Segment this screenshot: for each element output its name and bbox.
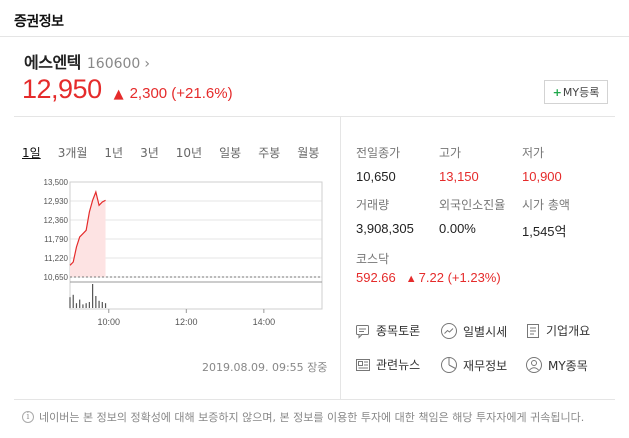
link-discussion-label: 종목토론	[376, 324, 421, 338]
link-discussion[interactable]: 종목토론	[355, 322, 420, 339]
market-cap-label: 시가 총액	[522, 198, 570, 212]
tab-period-3m[interactable]: 3개월	[57, 146, 88, 160]
volume-value: 3,908,305	[356, 221, 414, 236]
price-change: 2,300 (+21.6%)	[129, 85, 233, 102]
stock-name[interactable]: 에스엔텍	[24, 53, 81, 72]
x-tick-label: 10:00	[98, 317, 121, 327]
disclaimer: i 네이버는 본 정보의 정확성에 대해 보증하지 않으며, 본 정보를 이용한…	[22, 409, 584, 425]
discussion-icon	[356, 324, 369, 339]
volume-bar	[92, 284, 94, 308]
period-tabs: 1일 3개월 1년 3년 10년 일봉 주봉 월봉	[22, 144, 336, 161]
volume-bar	[104, 303, 107, 308]
low-label: 저가	[522, 146, 545, 160]
up-triangle-icon: ▲	[113, 87, 124, 102]
prev-close-label: 전일종가	[356, 146, 401, 160]
y-tick-label: 10,650	[44, 273, 69, 282]
stock-name-link[interactable]: 에스엔텍 160600 ›	[24, 49, 150, 73]
price-area	[70, 192, 106, 277]
volume-bar	[69, 297, 71, 308]
link-company-overview-label: 기업개요	[546, 324, 591, 338]
volume-label: 거래량	[356, 198, 390, 212]
trend-icon	[441, 323, 457, 339]
y-tick-label: 12,360	[44, 216, 69, 225]
low-value: 10,900	[522, 169, 562, 184]
volume-bar	[72, 294, 74, 308]
pie-icon	[441, 357, 457, 373]
volume-bar	[98, 300, 100, 308]
volume-bar	[101, 302, 103, 308]
up-triangle-icon: ▲	[405, 273, 417, 285]
info-high: 고가 13,150	[439, 144, 539, 184]
link-daily-prices[interactable]: 일별시세	[440, 322, 507, 340]
price-row: 12,950 ▲ 2,300 (+21.6%)	[22, 74, 233, 105]
tab-period-daily[interactable]: 일봉	[219, 146, 242, 160]
person-icon	[526, 357, 542, 373]
my-register-label: MY등록	[562, 86, 600, 99]
header-divider	[14, 116, 615, 117]
volume-bar	[82, 304, 84, 308]
news-icon	[356, 358, 370, 371]
link-related-news[interactable]: 관련뉴스	[355, 356, 420, 373]
info-icon: i	[22, 411, 34, 423]
link-financials[interactable]: 재무정보	[440, 356, 507, 374]
y-axis-labels: 13,500 12,930 12,360 11,790 11,220 10,650	[44, 178, 69, 282]
link-my-stocks[interactable]: MY종목	[525, 356, 588, 374]
chart-frame	[69, 181, 323, 310]
info-prev-close: 전일종가 10,650	[356, 144, 456, 184]
link-related-news-label: 관련뉴스	[376, 358, 421, 372]
chevron-right-icon[interactable]: ›	[144, 56, 150, 72]
title-divider	[0, 36, 629, 37]
info-foreign-ratio: 외국인소진율 0.00%	[439, 196, 539, 236]
volume-bar	[79, 299, 81, 308]
y-tick-label: 13,500	[44, 178, 69, 187]
tab-period-1y[interactable]: 1년	[104, 146, 124, 160]
info-market-cap: 시가 총액 1,545억	[522, 196, 622, 240]
tab-period-1d[interactable]: 1일	[22, 146, 41, 160]
index-row: 592.66 ▲ 7.22 (+1.23%)	[356, 270, 501, 285]
tab-period-weekly[interactable]: 주봉	[258, 146, 281, 160]
market-cap-value: 1,545억	[522, 224, 567, 239]
high-label: 고가	[439, 146, 462, 160]
my-register-button[interactable]: + MY등록	[544, 80, 608, 104]
link-my-stocks-label: MY종목	[548, 358, 588, 373]
link-company-overview[interactable]: 기업개요	[525, 322, 590, 339]
y-tick-label: 11,220	[44, 254, 68, 263]
section-title: 증권정보	[14, 14, 64, 30]
high-value: 13,150	[439, 169, 479, 184]
prev-close-value: 10,650	[356, 169, 396, 184]
document-icon	[527, 323, 539, 338]
info-volume: 거래량 3,908,305	[356, 196, 456, 236]
foreign-ratio-value: 0.00%	[439, 221, 476, 236]
stock-code[interactable]: 160600	[86, 56, 141, 72]
index-change: 7.22 (+1.23%)	[418, 270, 501, 285]
index-label: 코스닥	[356, 252, 390, 266]
tab-period-10y[interactable]: 10년	[175, 146, 203, 160]
disclaimer-text: 네이버는 본 정보의 정확성에 대해 보증하지 않으며, 본 정보를 이용한 투…	[39, 411, 585, 424]
foreign-ratio-label: 외국인소진율	[439, 198, 506, 212]
footer-divider	[14, 399, 615, 400]
plus-icon: +	[552, 85, 562, 99]
link-financials-label: 재무정보	[463, 358, 508, 373]
y-tick-label: 12,930	[44, 197, 69, 206]
intraday-chart: 13,500 12,930 12,360 11,790 11,220 10,650 10:…	[44, 178, 323, 327]
y-tick-label: 11,790	[44, 235, 68, 244]
tab-period-3y[interactable]: 3년	[140, 146, 159, 160]
volume-bar	[88, 302, 90, 308]
info-low: 저가 10,900	[522, 144, 622, 184]
tab-period-monthly[interactable]: 월봉	[297, 146, 320, 160]
x-axis-labels: 10:00 12:00 14:00	[98, 309, 276, 327]
price-line	[69, 189, 106, 266]
volume-bar	[75, 303, 78, 308]
x-tick-label: 12:00	[175, 317, 198, 327]
column-divider	[340, 117, 341, 399]
volume-bar	[95, 296, 97, 308]
volume-bar	[85, 303, 87, 308]
current-price: 12,950	[22, 74, 102, 104]
index-value: 592.66	[356, 270, 396, 285]
link-daily-prices-label: 일별시세	[463, 324, 508, 339]
quote-timestamp: 2019.08.09. 09:55 장중	[202, 361, 328, 374]
x-tick-label: 14:00	[253, 317, 276, 327]
